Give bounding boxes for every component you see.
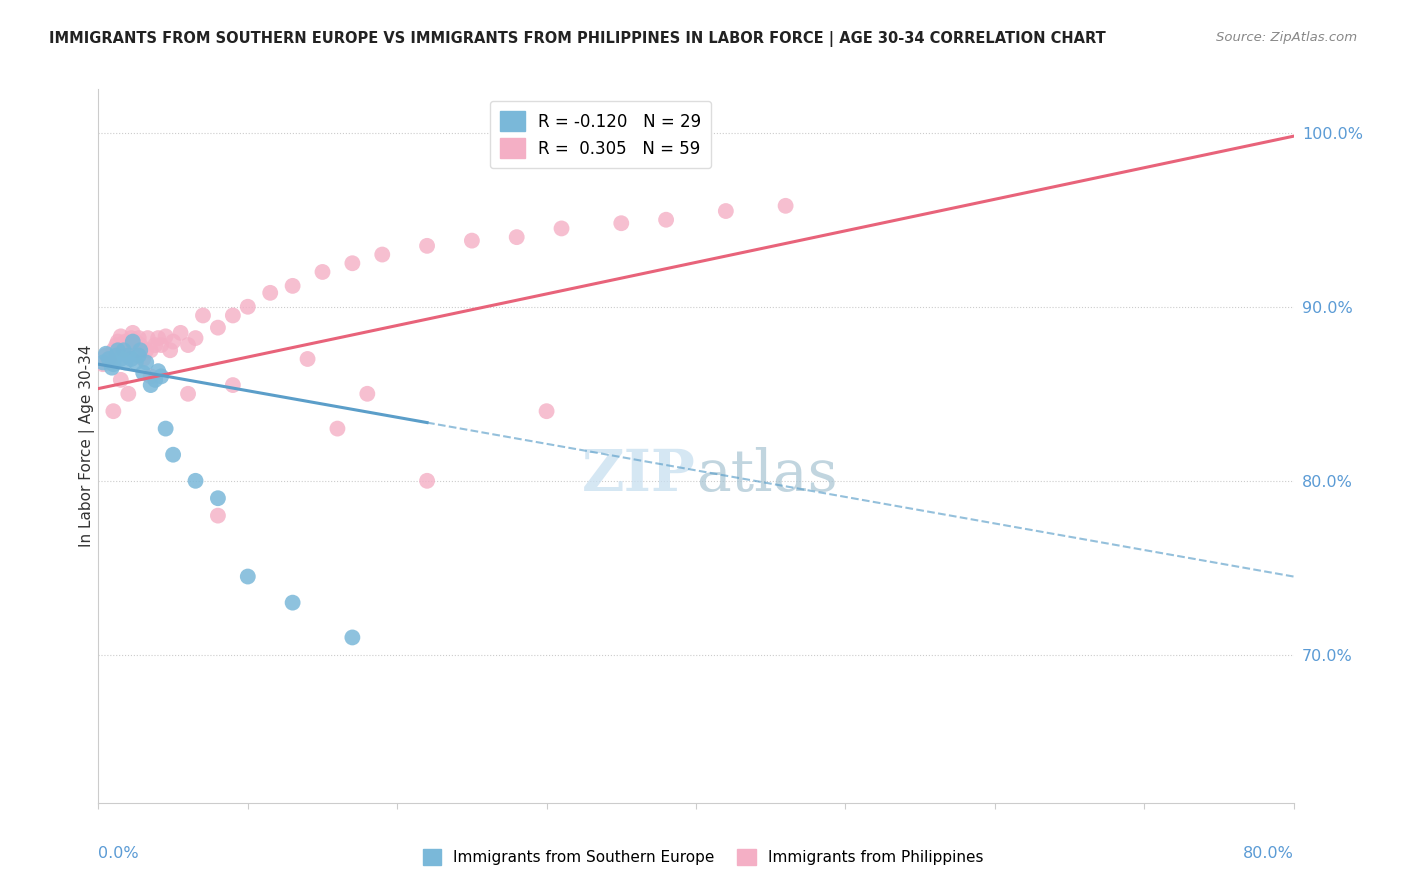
Text: IMMIGRANTS FROM SOUTHERN EUROPE VS IMMIGRANTS FROM PHILIPPINES IN LABOR FORCE | : IMMIGRANTS FROM SOUTHERN EUROPE VS IMMIG… xyxy=(49,31,1107,47)
Point xyxy=(461,234,484,248)
Point xyxy=(139,369,162,384)
Point xyxy=(259,285,281,300)
Point xyxy=(117,386,139,401)
Point xyxy=(121,326,143,340)
Point xyxy=(136,331,159,345)
Point xyxy=(112,343,135,358)
Point xyxy=(184,331,207,345)
Point xyxy=(117,349,139,363)
Point xyxy=(416,474,439,488)
Text: 80.0%: 80.0% xyxy=(1243,847,1294,862)
Point xyxy=(125,343,148,358)
Text: Source: ZipAtlas.com: Source: ZipAtlas.com xyxy=(1216,31,1357,45)
Point xyxy=(222,378,245,392)
Point xyxy=(107,334,129,349)
Point xyxy=(159,343,181,358)
Point xyxy=(162,448,184,462)
Point xyxy=(110,373,132,387)
Point xyxy=(101,360,124,375)
Point xyxy=(184,474,207,488)
Point xyxy=(112,343,135,358)
Point xyxy=(281,278,304,293)
Point xyxy=(169,326,191,340)
Point xyxy=(114,334,136,349)
Point xyxy=(610,216,633,230)
Point xyxy=(177,338,200,352)
Point xyxy=(506,230,529,244)
Point xyxy=(117,338,139,352)
Point xyxy=(121,334,143,349)
Legend: Immigrants from Southern Europe, Immigrants from Philippines: Immigrants from Southern Europe, Immigra… xyxy=(416,843,990,871)
Point xyxy=(356,386,378,401)
Text: 0.0%: 0.0% xyxy=(98,847,139,862)
Point xyxy=(177,386,200,401)
Point xyxy=(150,369,173,384)
Point xyxy=(150,338,173,352)
Legend: R = -0.120   N = 29, R =  0.305   N = 59: R = -0.120 N = 29, R = 0.305 N = 59 xyxy=(489,101,711,169)
Point xyxy=(416,239,439,253)
Point xyxy=(143,373,166,387)
Point xyxy=(714,204,737,219)
Point xyxy=(103,357,125,371)
Point xyxy=(120,351,142,366)
Point xyxy=(128,349,150,363)
Point xyxy=(550,221,572,235)
Point xyxy=(105,349,128,363)
Point xyxy=(655,212,678,227)
Point xyxy=(125,355,148,369)
Point xyxy=(207,508,229,523)
Point xyxy=(536,404,558,418)
Point xyxy=(222,309,245,323)
Point xyxy=(97,351,120,366)
Point xyxy=(105,338,128,352)
Point xyxy=(236,569,259,583)
Point xyxy=(114,355,136,369)
Point xyxy=(775,199,797,213)
Point xyxy=(125,334,148,349)
Point xyxy=(120,331,142,345)
Point xyxy=(100,355,122,369)
Point xyxy=(107,343,129,358)
Point xyxy=(129,343,152,358)
Point xyxy=(135,343,157,358)
Point xyxy=(91,355,114,369)
Point xyxy=(326,421,349,435)
Point xyxy=(148,331,170,345)
Point xyxy=(110,351,132,366)
Point xyxy=(191,309,214,323)
Point xyxy=(148,364,170,378)
Point xyxy=(236,300,259,314)
Point xyxy=(132,366,155,380)
Point xyxy=(97,351,120,366)
Point xyxy=(342,256,364,270)
Point xyxy=(110,329,132,343)
Point xyxy=(94,347,117,361)
Point xyxy=(155,421,177,435)
Point xyxy=(162,334,184,349)
Y-axis label: In Labor Force | Age 30-34: In Labor Force | Age 30-34 xyxy=(79,344,96,548)
Text: atlas: atlas xyxy=(696,447,838,502)
Point xyxy=(311,265,333,279)
Point xyxy=(342,631,364,645)
Point xyxy=(103,343,125,358)
Point xyxy=(128,331,150,345)
Point xyxy=(103,404,125,418)
Point xyxy=(135,355,157,369)
Point xyxy=(129,338,152,352)
Point xyxy=(94,349,117,363)
Point xyxy=(297,351,319,366)
Point xyxy=(207,491,229,506)
Point xyxy=(143,338,166,352)
Point xyxy=(371,247,394,261)
Text: ZIP: ZIP xyxy=(582,447,696,502)
Point xyxy=(207,320,229,334)
Point xyxy=(155,329,177,343)
Point xyxy=(281,596,304,610)
Point xyxy=(139,343,162,358)
Point xyxy=(139,378,162,392)
Point xyxy=(91,357,114,371)
Point xyxy=(132,351,155,366)
